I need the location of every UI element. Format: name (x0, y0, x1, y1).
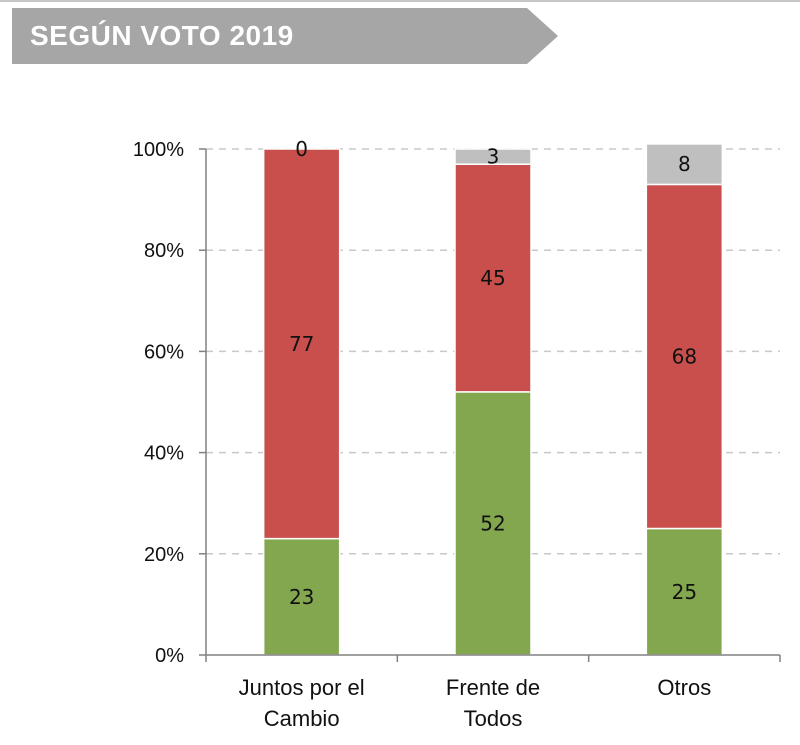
data-label: 77 (289, 332, 314, 356)
data-label: 45 (480, 266, 505, 290)
bars (262, 143, 724, 656)
data-label: 3 (487, 145, 500, 169)
bar-segment-green (454, 391, 532, 656)
category-label: Otros (657, 675, 711, 700)
category-label: Frente de (446, 675, 540, 700)
data-label: 52 (480, 511, 505, 535)
bar-segment-red (645, 183, 724, 530)
y-tick-label: 40% (144, 443, 184, 465)
data-label: 0 (295, 137, 308, 161)
bar-segment-red (262, 148, 341, 540)
section-banner: SEGÚN VOTO 2019 (12, 8, 558, 64)
labels: 23 77 0 Juntos por el Cambio 52 45 3 Frente de To… (239, 137, 712, 731)
data-label: 23 (289, 585, 314, 609)
category-label: Juntos por el (239, 675, 365, 700)
top-rule (0, 0, 800, 2)
bar-segment-red (454, 163, 532, 393)
banner-title: SEGÚN VOTO 2019 (30, 20, 294, 51)
bar-segment-gray (645, 143, 724, 186)
y-tick-label: 0% (155, 645, 184, 667)
y-tick-label: 100% (133, 139, 184, 161)
data-label: 8 (678, 152, 691, 176)
axes: 0% 20% 40% 60% 80% 100% (133, 139, 781, 667)
y-tick-label: 60% (144, 341, 184, 363)
category-label: Todos (464, 706, 523, 731)
data-label: 25 (672, 580, 697, 604)
bar-segment-green (645, 527, 724, 656)
bar-segment-gray (454, 148, 532, 165)
y-tick-label: 20% (144, 544, 184, 566)
category-label: Cambio (264, 706, 340, 731)
data-label: 68 (672, 344, 697, 368)
y-tick-label: 80% (144, 240, 184, 262)
